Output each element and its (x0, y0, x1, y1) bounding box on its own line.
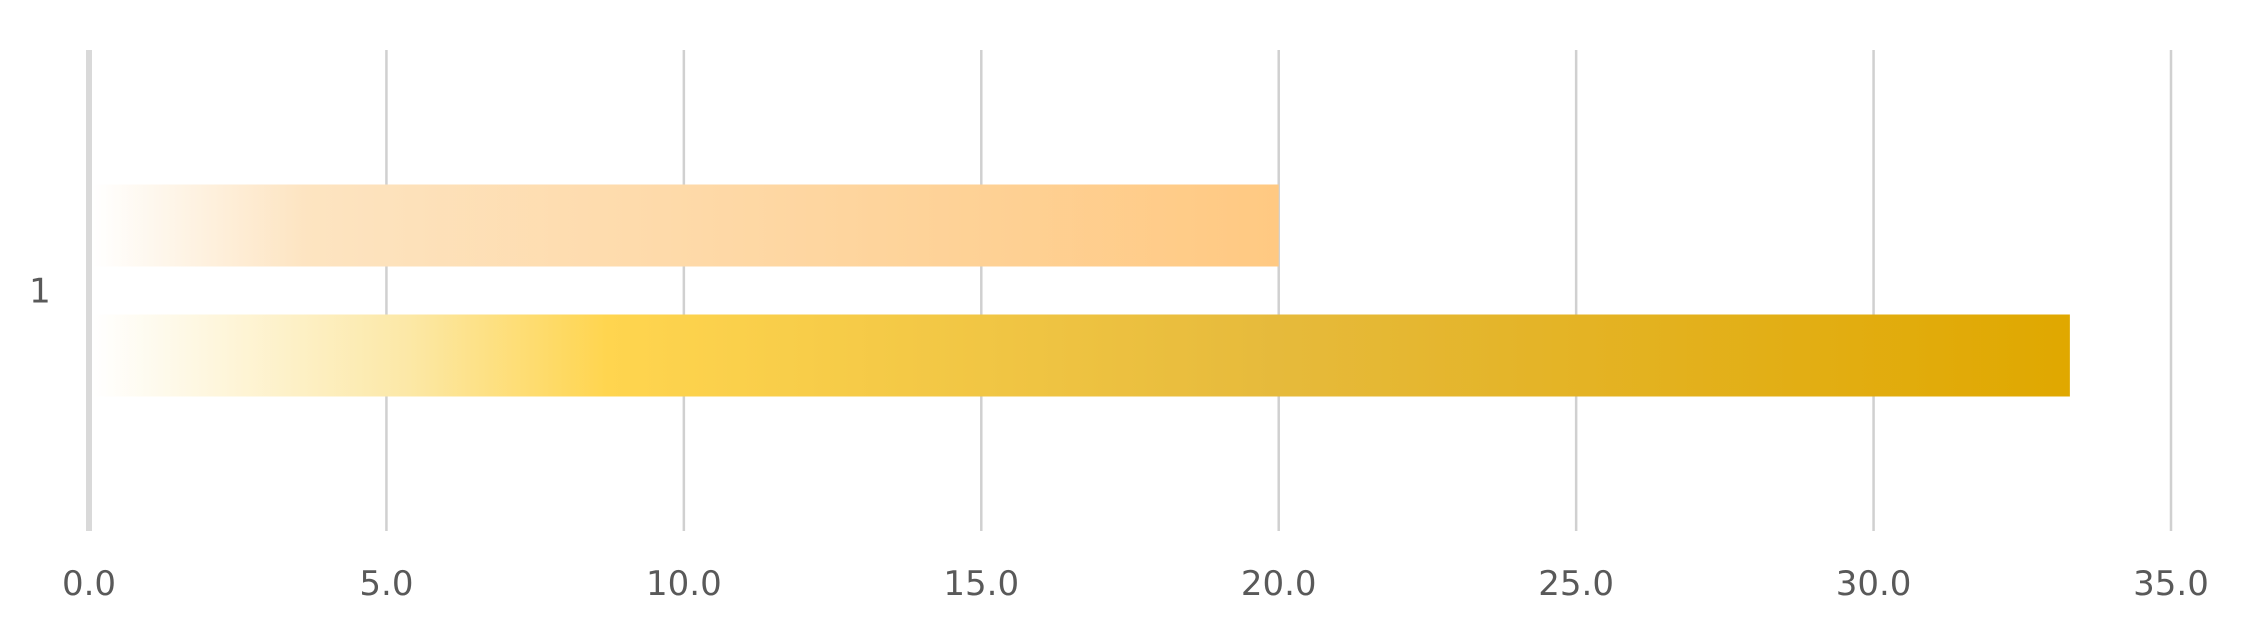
bar-series-2-category-1 (93, 314, 2070, 397)
x-tick-label-20.0: 20.0 (1241, 564, 1317, 604)
category-labels: 1 (29, 272, 51, 312)
bar-series-1-category-1 (93, 184, 1279, 267)
x-tick-label-0.0: 0.0 (62, 564, 116, 604)
x-tick-label-10.0: 10.0 (646, 564, 722, 604)
category-label-1: 1 (29, 272, 51, 312)
x-tick-label-35.0: 35.0 (2133, 564, 2209, 604)
gridlines (385, 50, 2173, 531)
x-tick-label-25.0: 25.0 (1538, 564, 1614, 604)
x-axis-tick-labels: 0.0 5.0 10.0 15.0 20.0 25.0 30.0 35.0 (62, 564, 2209, 604)
x-tick-label-5.0: 5.0 (359, 564, 413, 604)
x-tick-label-15.0: 15.0 (943, 564, 1019, 604)
x-tick-label-30.0: 30.0 (1836, 564, 1912, 604)
bars (93, 184, 2070, 397)
